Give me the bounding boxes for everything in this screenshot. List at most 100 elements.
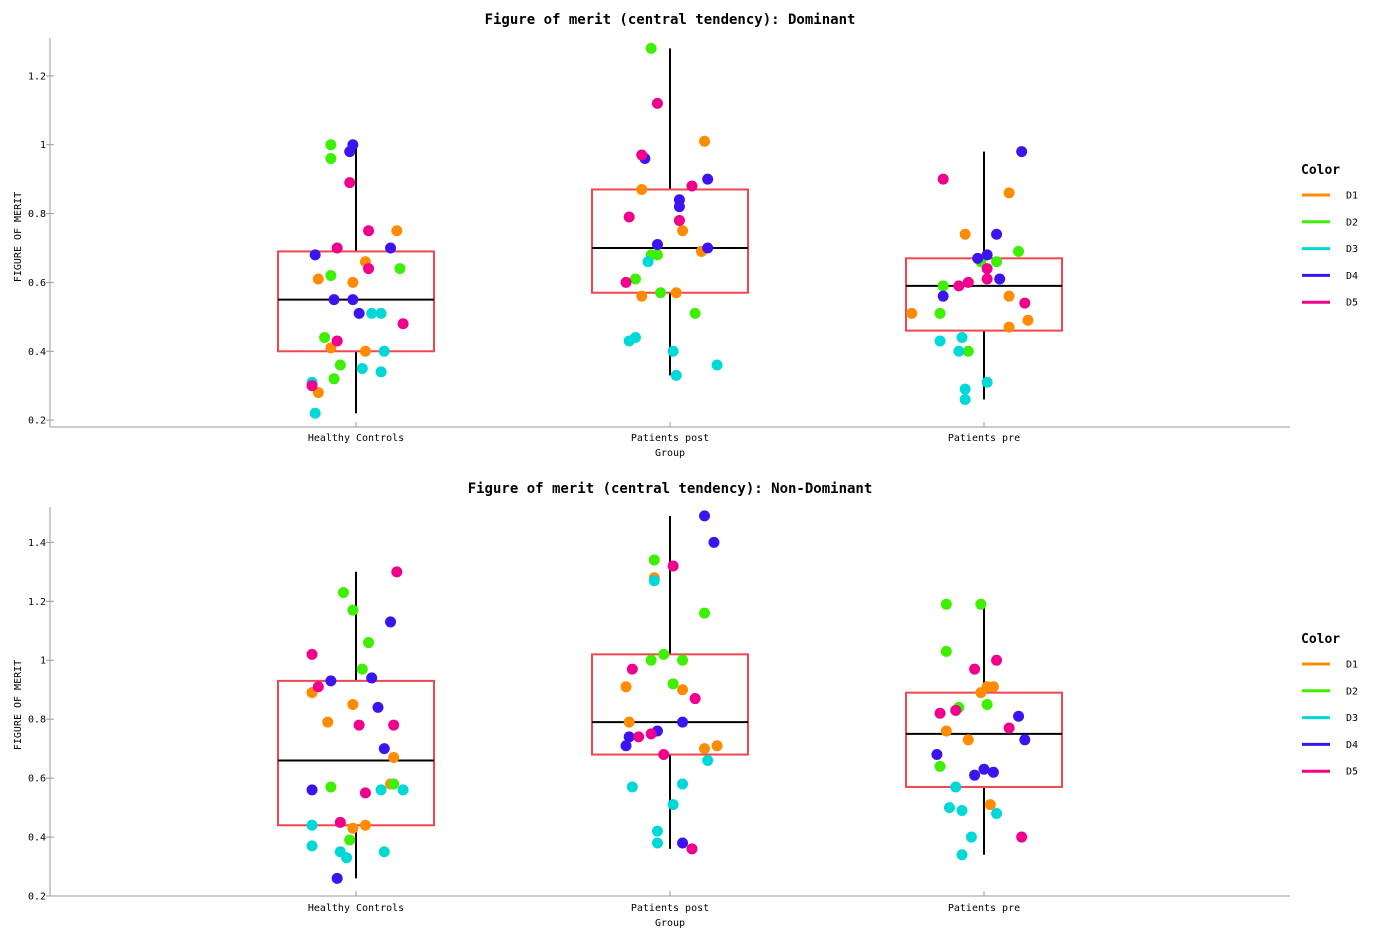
data-point [1016,146,1028,158]
y-axis-label: FIGURE OF MERIT [13,660,24,750]
data-point [341,852,353,864]
data-point [981,376,993,388]
data-point [397,784,409,796]
data-point [1003,722,1015,734]
data-point [1013,245,1025,257]
data-point [385,616,397,628]
data-point [1016,831,1028,843]
data-point [950,781,962,793]
data-point [677,684,689,696]
data-point [325,675,337,687]
data-point [655,287,667,299]
data-point [620,681,632,693]
data-point [347,822,359,834]
data-point [645,654,657,666]
y-tick-label: 1 [40,656,46,667]
data-point [962,345,974,357]
data-point [347,698,359,710]
data-point [956,849,968,861]
data-point [959,383,971,395]
x-tick-label: Healthy Controls [308,433,404,444]
data-point [987,766,999,778]
data-point [677,225,689,237]
data-point [667,678,679,690]
data-point [670,369,682,381]
data-point [708,536,720,548]
data-point [956,805,968,817]
data-point [347,604,359,616]
x-tick-label: Patients pre [948,903,1020,914]
data-point [306,380,318,392]
data-point [699,607,711,619]
data-point [363,263,375,275]
data-point [372,701,384,713]
data-point [648,575,660,587]
data-point [334,359,346,371]
y-tick-label: 1.4 [28,538,46,549]
legend-label: D5 [1346,767,1358,778]
x-tick-label: Patients post [631,433,709,444]
data-point [347,139,359,151]
data-point [959,228,971,240]
data-point [626,663,638,675]
data-point [347,276,359,288]
data-point [677,837,689,849]
data-point [658,648,670,660]
panel-dominant: Figure of merit (central tendency): Domi… [13,12,1290,459]
panel-non-dominant: Figure of merit (central tendency): Non-… [13,481,1290,929]
data-point [972,252,984,264]
data-point [934,307,946,319]
data-point [344,834,356,846]
data-point [962,734,974,746]
data-point [689,693,701,705]
data-point [636,149,648,161]
data-point [934,335,946,347]
data-point [711,740,723,752]
data-point [987,681,999,693]
data-point [699,510,711,522]
data-point [391,225,403,237]
data-point [965,831,977,843]
data-point [940,645,952,657]
data-point [331,872,343,884]
data-point [378,846,390,858]
data-point [629,273,641,285]
data-point [956,331,968,343]
data-point [337,586,349,598]
data-point [388,719,400,731]
data-point [969,663,981,675]
legend-label: D2 [1346,686,1358,697]
data-point [328,294,340,306]
data-point [378,345,390,357]
data-point [677,778,689,790]
data-point [626,781,638,793]
x-tick-label: Patients post [631,903,709,914]
data-point [363,637,375,649]
data-point [366,307,378,319]
data-point [981,263,993,275]
data-point [931,749,943,761]
legend-label: D1 [1346,191,1358,202]
data-point [651,825,663,837]
data-point [334,816,346,828]
data-point [642,256,654,268]
data-point [620,276,632,288]
data-point [363,225,375,237]
data-point [325,139,337,151]
data-point [711,359,723,371]
data-point [943,802,955,814]
data-point [325,270,337,282]
data-point [356,362,368,374]
data-point [934,760,946,772]
legend-label: D4 [1346,740,1358,751]
data-point [325,781,337,793]
chart-title: Figure of merit (central tendency): Domi… [485,12,856,28]
data-point [940,725,952,737]
data-point [953,280,965,292]
data-point [699,135,711,147]
data-point [636,183,648,195]
data-point [651,837,663,849]
data-point [1003,187,1015,199]
data-point [975,598,987,610]
y-tick-label: 0.2 [28,892,46,903]
